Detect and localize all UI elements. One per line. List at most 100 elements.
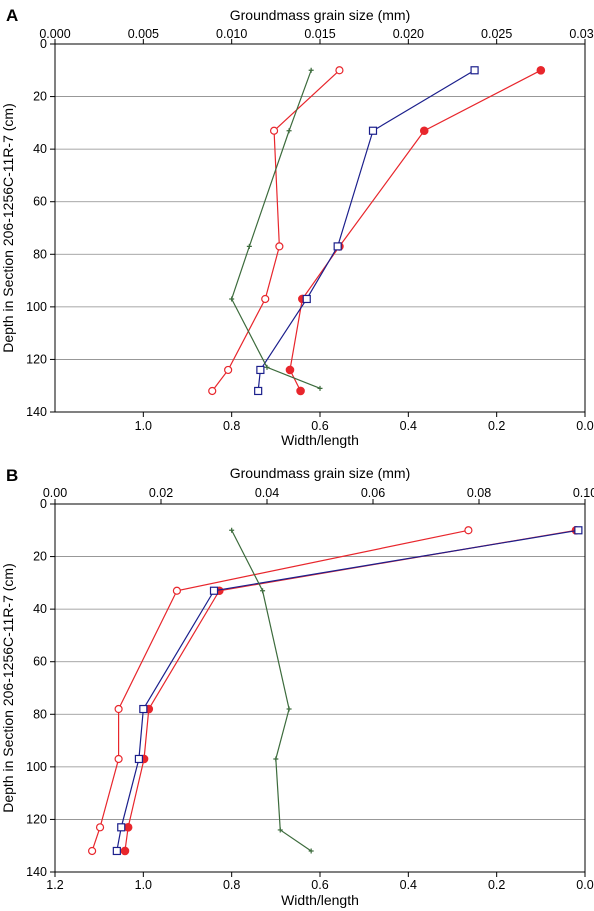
top-tick-label: 0.02 — [149, 486, 173, 500]
bottom-axis-title: Width/length — [281, 892, 359, 908]
panel-b: B 0 20 40 60 80 100 120 140 0.00 0.02 0.04 0.06 0.08 0… — [0, 465, 594, 908]
data-point-cross — [246, 243, 252, 249]
data-point-open-circle — [335, 66, 344, 75]
bottom-axis-title: Width/length — [281, 432, 359, 448]
data-point-cross — [229, 296, 235, 302]
top-tick-label: 0.030 — [569, 27, 594, 41]
data-point-open-square — [254, 386, 263, 396]
y-tick-label: 0 — [40, 37, 47, 51]
data-point-open-circle — [261, 294, 270, 304]
bottom-tick-label: 0.0 — [576, 878, 593, 892]
data-point-open-circle — [464, 526, 473, 535]
bottom-tick-label: 0.4 — [400, 419, 417, 433]
data-point-cross — [229, 527, 235, 533]
series-line — [231, 530, 312, 852]
bottom-tick-label: 1.2 — [46, 878, 63, 892]
top-tick-label: 0.000 — [39, 27, 70, 41]
series-line — [289, 69, 542, 392]
y-tick-label: 100 — [26, 300, 47, 314]
series-line — [257, 69, 475, 392]
bottom-tick-label: 0.8 — [223, 419, 240, 433]
data-point-open-circle — [208, 386, 217, 396]
data-point-filled-circle — [120, 846, 130, 856]
bottom-tick-label: 0.4 — [400, 878, 417, 892]
data-point-open-circle — [269, 126, 279, 135]
y-tick-label: 40 — [33, 602, 47, 616]
top-tick-label: 0.020 — [393, 27, 424, 41]
series-line — [231, 70, 321, 389]
series-open-square — [254, 66, 479, 396]
y-axis-title: Depth in Section 206-1256C-11R-7 (cm) — [0, 563, 16, 813]
y-tick-label: 140 — [26, 865, 47, 879]
data-point-cross — [286, 128, 292, 134]
data-point-cross — [264, 364, 270, 370]
data-point-open-circle — [275, 242, 284, 251]
data-point-cross — [277, 827, 283, 833]
data-point-open-circle — [114, 704, 123, 714]
data-point-open-circle — [95, 823, 105, 832]
bottom-tick-label: 1.0 — [135, 419, 152, 433]
top-tick-label: 0.025 — [481, 27, 512, 41]
panel-label: A — [6, 6, 18, 25]
data-point-cross — [260, 588, 266, 594]
data-point-open-circle — [87, 846, 97, 856]
top-tick-label: 0.00 — [43, 486, 67, 500]
data-point-open-square — [117, 823, 126, 832]
top-tick-label: 0.06 — [361, 486, 385, 500]
top-axis-title: Groundmass grain size (mm) — [230, 7, 411, 23]
top-tick-label: 0.04 — [255, 486, 279, 500]
panel-a: A 0 20 40 60 80 100 120 140 0.000 0.005 0.010 0.015 0… — [0, 6, 594, 448]
top-tick-label: 0.010 — [216, 27, 247, 41]
y-tick-label: 120 — [26, 812, 47, 826]
data-point-filled-circle — [285, 365, 295, 375]
series-line — [116, 529, 579, 852]
data-point-open-square — [302, 294, 311, 304]
series-open-circle — [87, 526, 473, 856]
data-point-filled-circle — [123, 823, 133, 832]
data-point-open-square — [139, 704, 148, 714]
bottom-tick-label: 0.6 — [311, 878, 328, 892]
data-point-open-square — [112, 846, 121, 856]
series-open-square — [112, 526, 583, 856]
top-axis-title: Groundmass grain size (mm) — [230, 465, 411, 481]
top-tick-label: 0.08 — [467, 486, 491, 500]
bottom-tick-label: 0.2 — [488, 419, 505, 433]
data-point-cross — [286, 706, 292, 712]
series-line — [91, 529, 469, 852]
y-tick-label: 0 — [40, 497, 47, 511]
series-filled-circle — [120, 525, 581, 856]
data-point-open-square — [574, 526, 583, 535]
data-point-cross — [308, 67, 314, 73]
y-tick-label: 60 — [33, 655, 47, 669]
panel-label: B — [6, 466, 18, 485]
y-tick-label: 100 — [26, 760, 47, 774]
plot-frame — [54, 43, 586, 413]
data-point-cross — [308, 848, 314, 854]
data-point-open-circle — [172, 586, 181, 595]
data-point-filled-circle — [296, 386, 305, 396]
y-tick-label: 20 — [33, 550, 47, 564]
top-tick-label: 0.005 — [128, 27, 159, 41]
bottom-tick-label: 0.2 — [488, 878, 505, 892]
data-point-open-square — [209, 586, 219, 595]
y-tick-label: 120 — [26, 352, 47, 366]
data-point-open-square — [256, 365, 265, 375]
data-point-open-square — [333, 242, 342, 251]
top-tick-label: 0.015 — [304, 27, 335, 41]
bottom-tick-label: 0.8 — [223, 878, 240, 892]
series-open-circle — [208, 66, 344, 396]
top-tick-label: 0.10 — [573, 486, 594, 500]
y-axis-title: Depth in Section 206-1256C-11R-7 (cm) — [0, 103, 16, 353]
bottom-tick-label: 0.6 — [311, 419, 328, 433]
data-point-open-square — [134, 754, 144, 764]
data-point-open-circle — [224, 365, 233, 375]
y-tick-label: 20 — [33, 90, 47, 104]
y-tick-label: 40 — [33, 142, 47, 156]
y-tick-label: 60 — [33, 195, 47, 209]
series-cross — [229, 527, 314, 854]
data-point-open-square — [470, 66, 479, 75]
series-line — [124, 529, 577, 852]
data-point-open-square — [368, 126, 378, 135]
